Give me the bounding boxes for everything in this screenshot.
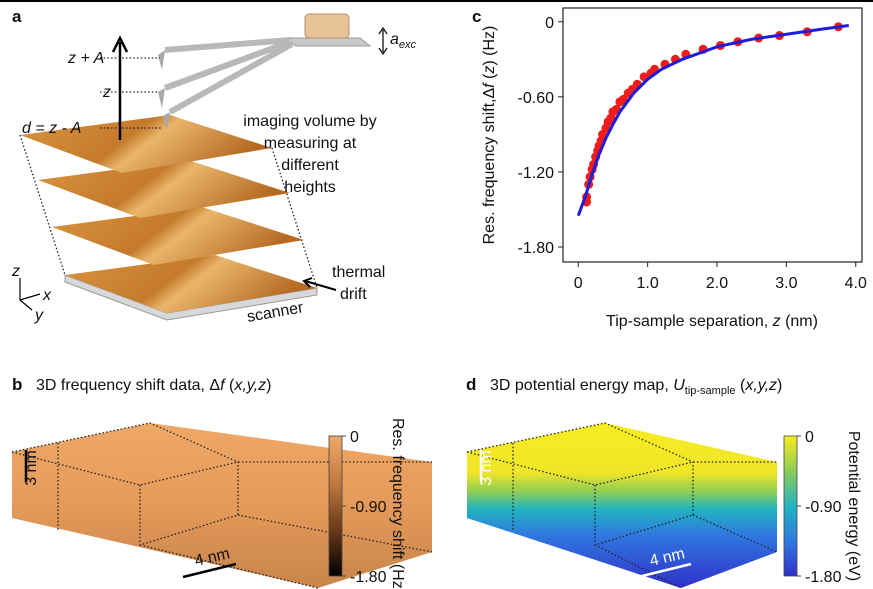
panel-label: b [12, 375, 22, 394]
x-tick-label: 0 [574, 275, 583, 292]
y-tick-label: 0 [545, 15, 554, 32]
imaging-volume-text: imaging volume by measuring at different… [243, 113, 376, 196]
colorbar-tick-label: 0 [350, 429, 359, 446]
y-tick-label: -1.80 [518, 240, 555, 257]
colorbar-title: Potential energy (eV) [845, 431, 862, 581]
z-plus-a: z + A [67, 50, 104, 67]
panel-title: 3D potential energy map, Utip-sample (x,… [490, 377, 782, 397]
text-line: imaging volume by [243, 113, 376, 130]
plane [52, 207, 304, 265]
panel-label: c [472, 7, 481, 26]
colorbar-title: Res. frequency shift (Hz) [389, 418, 406, 589]
y-axis-label: Res. frequency shift,Δf (z) (Hz) [481, 26, 498, 245]
plane [38, 160, 290, 218]
scale-z: 3 nm [23, 450, 40, 486]
x-tick-label: 3.0 [775, 275, 797, 292]
axis-z: z [11, 263, 20, 280]
colorbar-scale [329, 436, 342, 576]
x-tick-label: 2.0 [706, 275, 728, 292]
x-tick-label: 4.0 [845, 275, 867, 292]
text-line: heights [284, 179, 336, 196]
panel-c: c Tip-sample separation, z (nm) Res. fre… [472, 7, 867, 330]
z-label: z [102, 84, 111, 101]
a-exc: aexc [390, 31, 417, 51]
panel-d: d 3D potential energy map, Utip-sample (… [466, 375, 862, 588]
y-tick-label: -0.60 [518, 90, 555, 107]
text-line: measuring at [264, 135, 357, 152]
x-axis-label: Tip-sample separation, z (nm) [606, 313, 818, 330]
axes-glyph [20, 278, 40, 310]
colorbar-tick-label: -1.80 [805, 569, 842, 586]
colorbar-tick-label: -0.90 [350, 499, 387, 516]
axis-y: y [34, 307, 44, 324]
panel-label: a [12, 7, 22, 26]
y-tick-label: -1.20 [518, 165, 555, 182]
scale-z: 3 nm [478, 450, 495, 486]
panel-b: b 3D frequency shift data, Δf (x,y,z) 3 … [12, 375, 432, 589]
panel-label: d [466, 375, 476, 394]
fit-line [578, 26, 849, 216]
colorbar-tick-label: -0.90 [805, 499, 842, 516]
axis-x: x [42, 287, 52, 304]
d-label: d = z - A [22, 120, 81, 137]
thermal: thermal [332, 264, 385, 281]
x-tick-label: 1.0 [637, 275, 659, 292]
drift: drift [340, 286, 367, 303]
colorbar-scale [784, 436, 797, 576]
colorbar-tick-label: -1.80 [350, 569, 387, 586]
colorbar-tick-label: 0 [805, 429, 814, 446]
panel-title: 3D frequency shift data, Δf (x,y,z) [36, 377, 271, 394]
panel-a: a z + A z d = z - A aexc imaging volume … [11, 7, 417, 326]
figure: a z + A z d = z - A aexc imaging volume … [0, 0, 873, 589]
text-line: different [281, 157, 339, 174]
